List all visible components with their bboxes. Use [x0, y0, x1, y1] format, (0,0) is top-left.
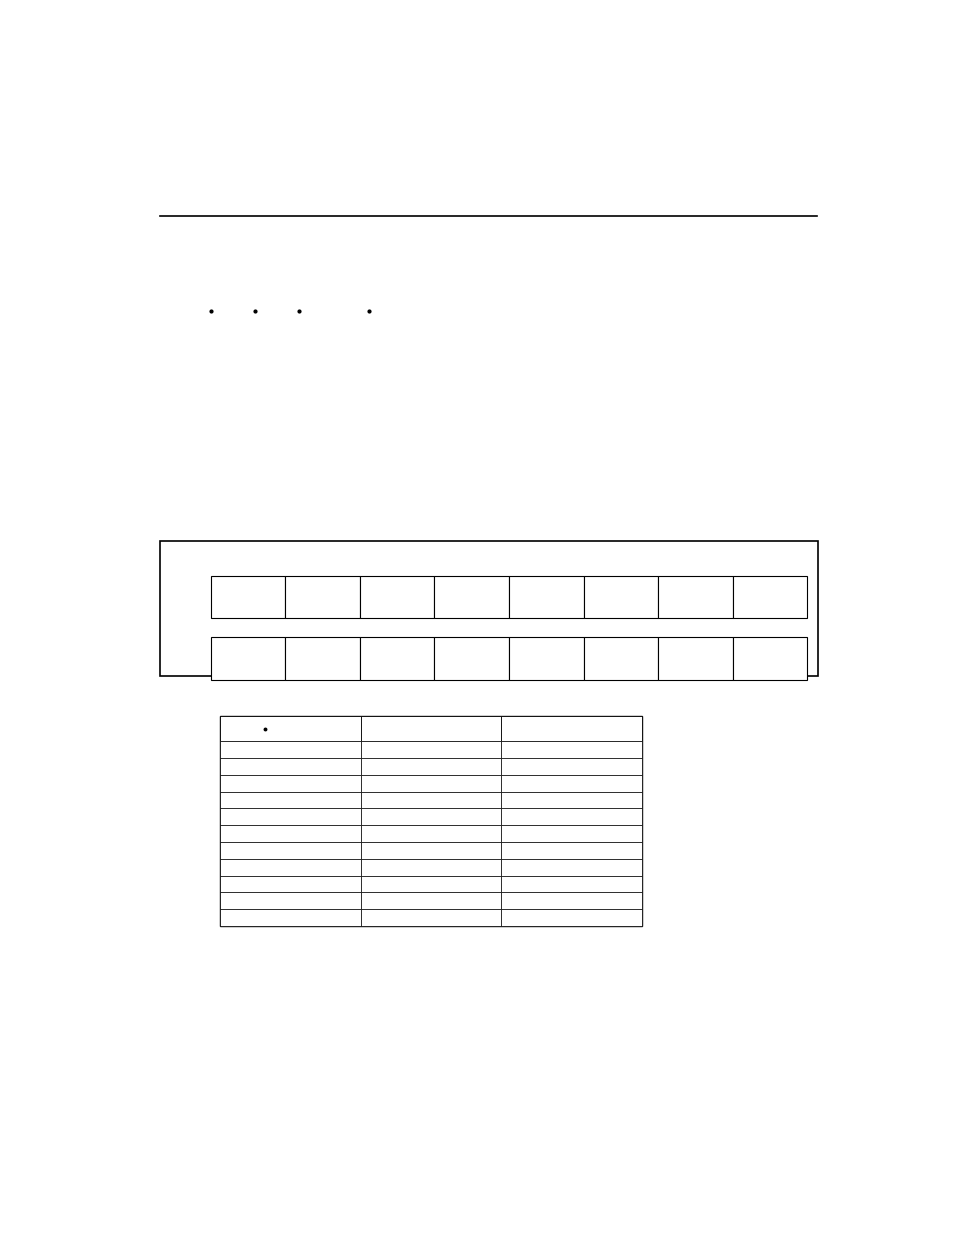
Bar — [285, 637, 359, 679]
Bar — [360, 758, 500, 774]
Bar — [500, 909, 641, 926]
Bar — [500, 758, 641, 774]
Bar — [360, 876, 500, 893]
Bar — [500, 808, 641, 825]
Bar — [732, 576, 806, 618]
Bar — [285, 576, 359, 618]
Bar — [220, 716, 360, 741]
Bar — [360, 825, 500, 842]
Bar — [220, 909, 360, 926]
Bar — [360, 842, 500, 858]
Bar — [360, 741, 500, 758]
Bar — [500, 842, 641, 858]
Bar — [434, 637, 509, 679]
Bar — [500, 741, 641, 758]
Bar — [509, 576, 583, 618]
Bar — [359, 576, 434, 618]
Bar — [211, 576, 285, 618]
Bar — [360, 774, 500, 792]
Bar — [583, 637, 658, 679]
Bar — [211, 637, 285, 679]
Bar — [220, 774, 360, 792]
Bar — [360, 909, 500, 926]
Bar — [500, 876, 641, 893]
Bar — [732, 637, 806, 679]
Bar — [360, 792, 500, 808]
Bar — [500, 893, 641, 909]
Bar — [500, 774, 641, 792]
Bar — [160, 541, 817, 677]
Bar — [360, 716, 500, 741]
Bar — [220, 825, 360, 842]
Bar — [360, 893, 500, 909]
Bar — [509, 637, 583, 679]
Bar — [583, 576, 658, 618]
Bar — [220, 842, 360, 858]
Bar — [434, 576, 509, 618]
Bar — [500, 858, 641, 876]
Bar — [220, 716, 641, 926]
Bar — [360, 858, 500, 876]
Bar — [220, 758, 360, 774]
Bar — [220, 792, 360, 808]
Bar — [658, 637, 732, 679]
Bar — [500, 792, 641, 808]
Bar — [359, 637, 434, 679]
Bar — [500, 716, 641, 741]
Bar — [220, 876, 360, 893]
Bar — [220, 808, 360, 825]
Bar — [220, 741, 360, 758]
Bar — [360, 808, 500, 825]
Bar — [220, 893, 360, 909]
Bar — [500, 825, 641, 842]
Bar — [658, 576, 732, 618]
Bar — [220, 858, 360, 876]
